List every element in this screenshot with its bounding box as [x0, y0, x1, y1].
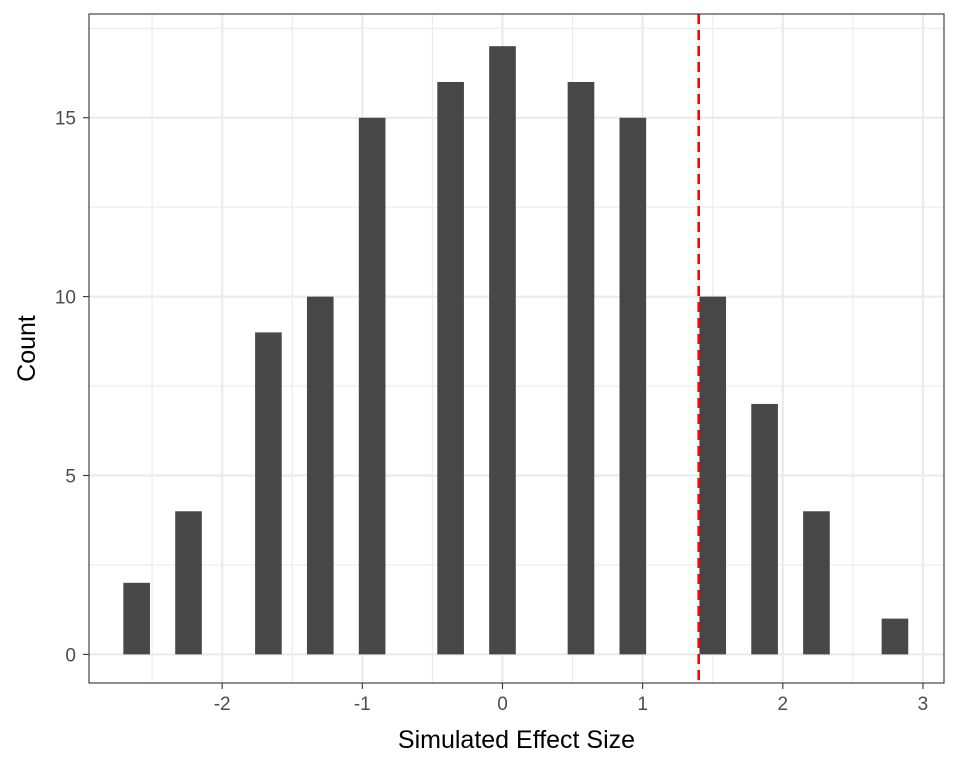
y-axis-ticks: 0 5 10 15 [55, 109, 89, 666]
bar [489, 46, 516, 655]
x-tick-label: 3 [918, 694, 929, 715]
bar [175, 511, 202, 655]
y-tick-label: 15 [55, 109, 76, 130]
bar [619, 117, 647, 655]
panel-border [88, 13, 945, 684]
bar [358, 117, 386, 655]
bars [123, 46, 909, 655]
y-tick-label: 5 [65, 467, 76, 488]
x-tick-label: -1 [354, 694, 371, 715]
x-tick-label: 2 [778, 694, 789, 715]
bar [123, 582, 150, 655]
x-tick-label: 0 [497, 694, 508, 715]
y-tick-label: 0 [65, 645, 76, 666]
bar [803, 511, 830, 655]
y-tick-label: 10 [55, 288, 76, 309]
x-axis-title: Simulated Effect Size [398, 726, 635, 754]
bar [255, 332, 282, 655]
bar [699, 296, 727, 655]
bar [306, 296, 334, 655]
bar [751, 403, 778, 655]
bar [567, 81, 595, 655]
x-tick-label: 1 [637, 694, 648, 715]
bar [437, 81, 464, 655]
y-axis-title: Count [13, 315, 41, 382]
x-tick-label: -2 [214, 694, 231, 715]
bar [881, 618, 909, 655]
x-axis-ticks: -2 -1 0 1 2 3 [214, 683, 929, 715]
